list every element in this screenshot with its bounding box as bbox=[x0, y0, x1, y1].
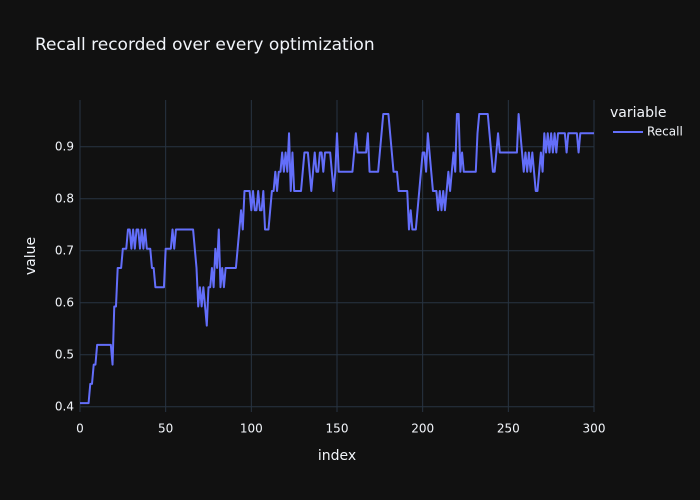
x-tick-label: 200 bbox=[411, 422, 434, 436]
data-line bbox=[80, 113, 594, 405]
x-axis-title: index bbox=[318, 448, 356, 464]
y-tick-label: 0.4 bbox=[55, 399, 74, 413]
y-axis-title: value bbox=[23, 237, 39, 275]
y-tick-label: 0.9 bbox=[55, 139, 74, 153]
legend-label: Recall bbox=[647, 125, 683, 139]
x-tick-label: 250 bbox=[497, 422, 520, 436]
legend-title: variable bbox=[610, 105, 666, 121]
x-tick-label: 100 bbox=[240, 422, 263, 436]
x-tick-label: 300 bbox=[583, 422, 606, 436]
y-tick-label: 0.7 bbox=[55, 243, 74, 257]
y-tick-label: 0.5 bbox=[55, 347, 74, 361]
x-tick-label: 50 bbox=[158, 422, 173, 436]
y-tick-label: 0.6 bbox=[55, 295, 74, 309]
y-tick-label: 0.8 bbox=[55, 191, 74, 205]
chart-title: Recall recorded over every optimization bbox=[35, 35, 375, 55]
x-tick-label: 150 bbox=[326, 422, 349, 436]
x-tick-label: 0 bbox=[76, 422, 84, 436]
